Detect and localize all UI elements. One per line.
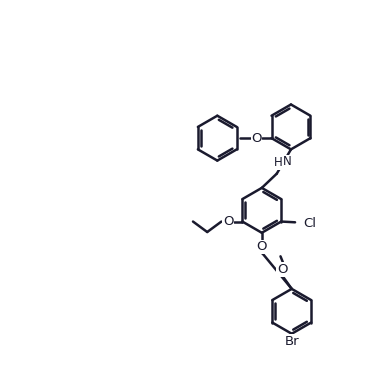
Text: O: O	[223, 215, 233, 228]
Text: O: O	[277, 263, 288, 276]
Text: O: O	[257, 240, 267, 253]
Text: O: O	[251, 132, 262, 145]
Text: N: N	[283, 155, 292, 168]
Text: H: H	[274, 156, 283, 169]
Text: Br: Br	[284, 335, 299, 348]
Text: Cl: Cl	[304, 217, 317, 230]
